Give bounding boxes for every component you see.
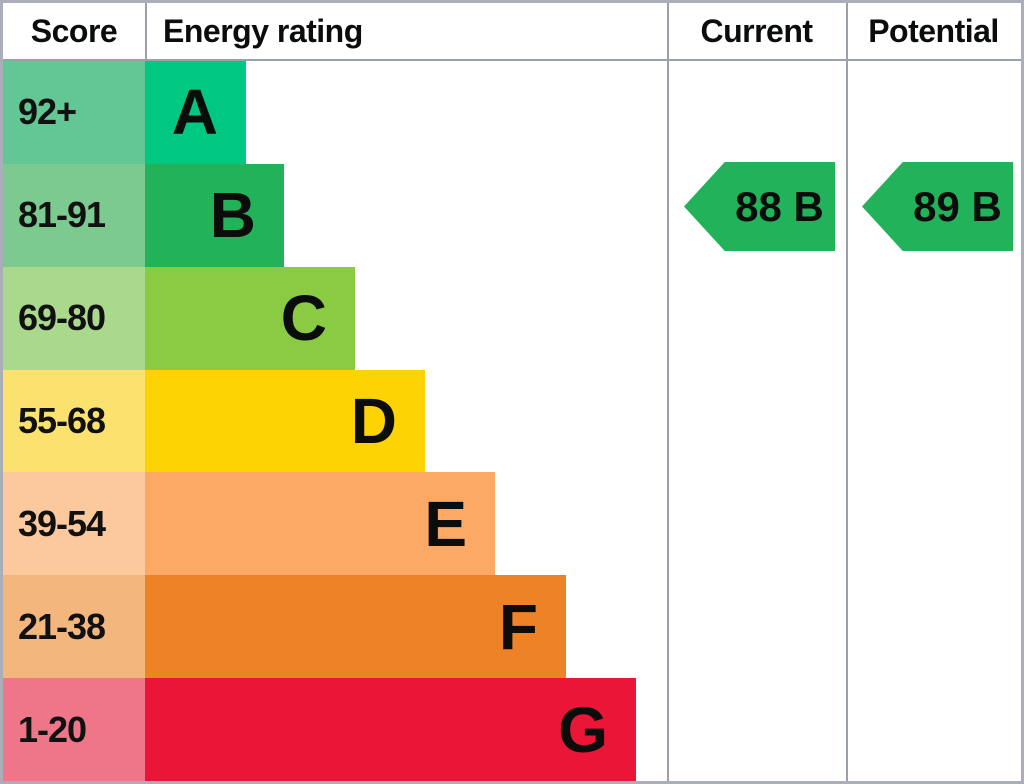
rating-bar-f: F xyxy=(145,575,566,679)
score-range-b: 81-91 xyxy=(3,163,145,267)
rating-bar-e: E xyxy=(145,472,495,576)
band-row-f: 21-38 F xyxy=(3,575,1021,679)
rating-bar-d: D xyxy=(145,369,425,473)
column-header-score: Score xyxy=(30,12,118,49)
score-range-f: 21-38 xyxy=(3,575,145,679)
header-underline xyxy=(3,59,1021,61)
rating-bar-a: A xyxy=(145,61,246,164)
current-column-divider xyxy=(667,3,669,781)
band-row-d: 55-68 D xyxy=(3,369,1021,473)
score-range-d: 55-68 xyxy=(3,369,145,473)
score-range-c: 69-80 xyxy=(3,266,145,370)
column-header-current: Current xyxy=(700,12,813,49)
band-rows: 92+ A 81-91 B 69-80 C 55-68 D 39-54 E 21… xyxy=(3,61,1021,781)
column-header-energy-rating: Energy rating xyxy=(163,12,363,49)
band-row-c: 69-80 C xyxy=(3,266,1021,370)
score-range-e: 39-54 xyxy=(3,472,145,576)
band-row-g: 1-20 G xyxy=(3,678,1021,781)
band-row-a: 92+ A xyxy=(3,61,1021,164)
potential-column-divider xyxy=(846,3,848,781)
column-header-potential: Potential xyxy=(868,12,999,49)
score-range-g: 1-20 xyxy=(3,678,145,781)
band-row-b: 81-91 B xyxy=(3,163,1021,267)
rating-bar-c: C xyxy=(145,266,355,370)
score-range-a: 92+ xyxy=(3,61,145,164)
rating-bar-b: B xyxy=(145,163,284,267)
band-row-e: 39-54 E xyxy=(3,472,1021,576)
score-column-divider xyxy=(145,3,147,59)
rating-bar-g: G xyxy=(145,678,636,781)
